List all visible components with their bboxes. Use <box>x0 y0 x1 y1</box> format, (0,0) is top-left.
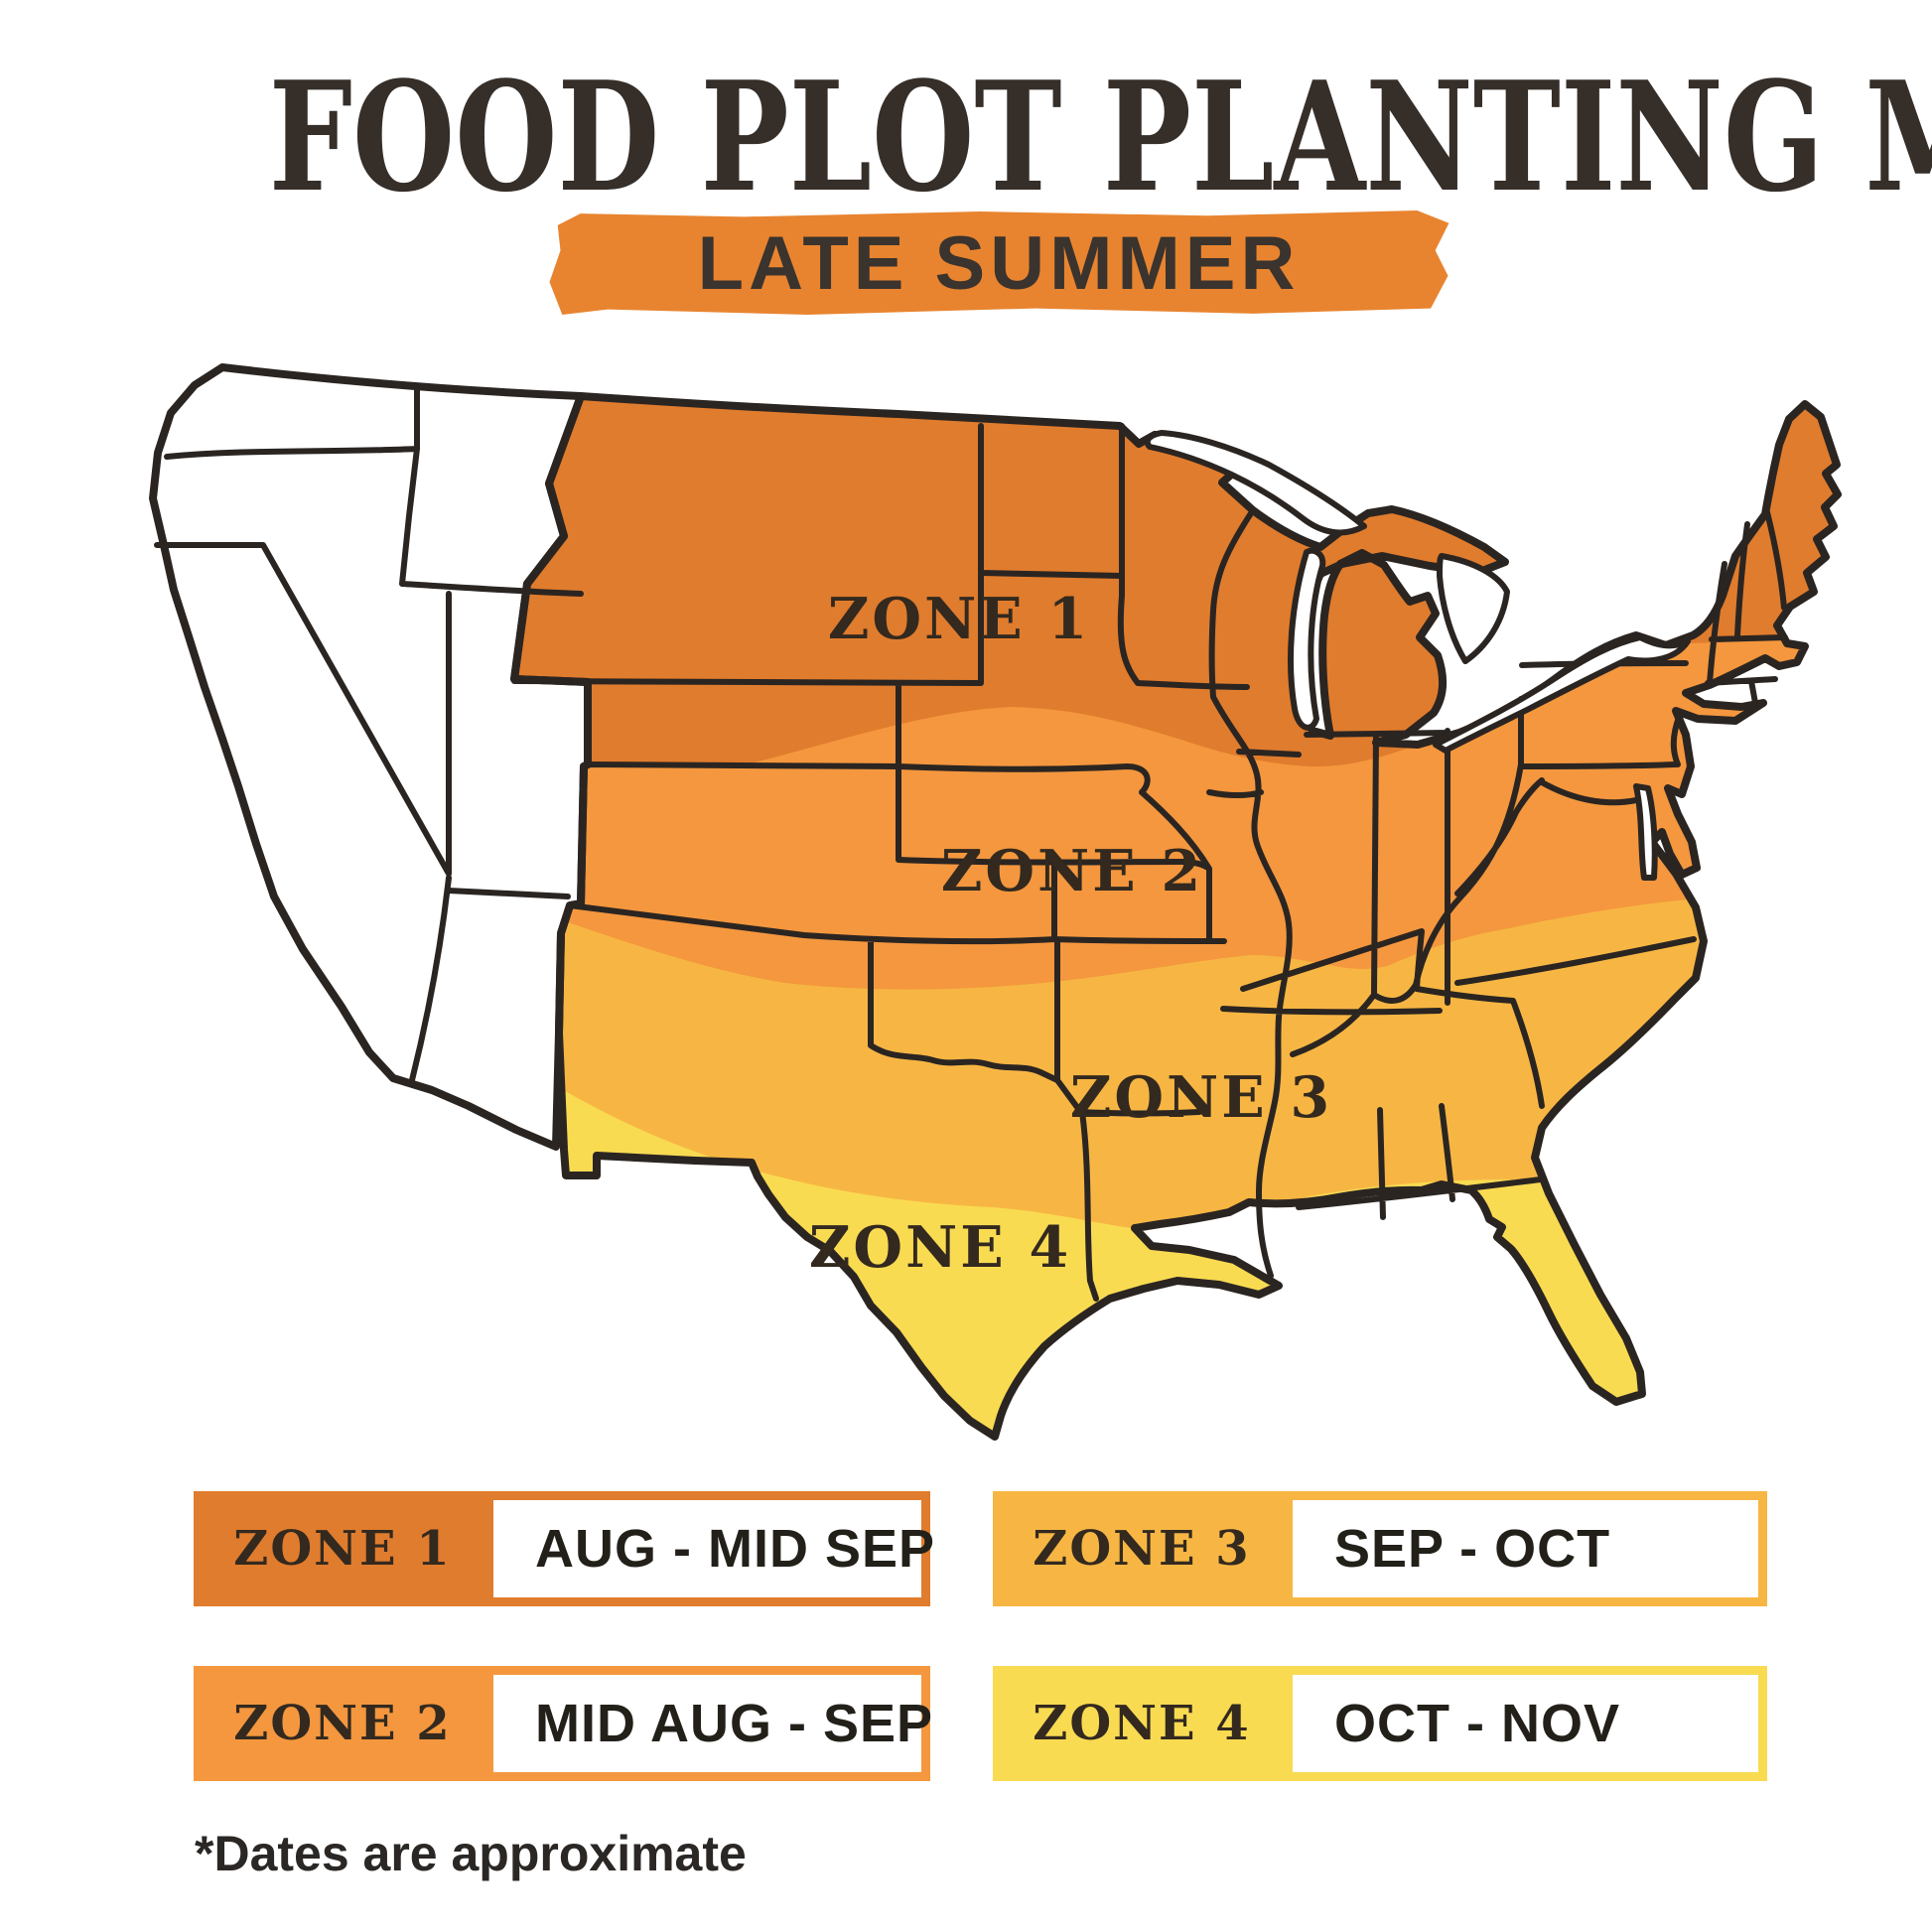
legend-zone2-dates: MID AUG - SEP <box>535 1694 934 1753</box>
legend-item-zone2: ZONE 2 MID AUG - SEP <box>194 1666 932 1781</box>
legend-zone3-tag: ZONE 3 <box>1033 1521 1251 1577</box>
legend-item-zone3: ZONE 3 SEP - OCT <box>993 1491 1767 1606</box>
lake-erie-ontario <box>1433 634 1691 754</box>
legend-zone2-datebox: MID AUG - SEP <box>493 1675 932 1772</box>
legend-item-zone1: ZONE 1 AUG - MID SEP <box>194 1491 934 1606</box>
season-banner: LATE SUMMER <box>549 210 1449 315</box>
great-lakes <box>1144 430 1691 881</box>
chesapeake-bay <box>1633 783 1658 881</box>
season-banner-label: LATE SUMMER <box>697 220 1301 306</box>
map-zone4-label: ZONE 4 <box>809 1214 1071 1281</box>
legend-zone4-datebox: OCT - NOV <box>1293 1675 1758 1772</box>
footnote: *Dates are approximate <box>195 1826 747 1881</box>
page-title-wrap: FOOD PLOT PLANTING MAP <box>0 58 1932 216</box>
legend-zone1-dates: AUG - MID SEP <box>535 1519 936 1579</box>
legend-zone4-dates: OCT - NOV <box>1334 1694 1620 1753</box>
page-title: FOOD PLOT PLANTING MAP <box>268 48 1932 225</box>
lake-huron <box>1437 553 1510 664</box>
map-zone3-label: ZONE 3 <box>1070 1064 1332 1131</box>
legend-zone4-tag: ZONE 4 <box>1033 1696 1251 1751</box>
lake-superior <box>1144 430 1367 536</box>
lake-michigan <box>1288 547 1326 731</box>
legend-zone3-datebox: SEP - OCT <box>1293 1500 1758 1597</box>
legend-zone2-tag: ZONE 2 <box>233 1696 452 1751</box>
uncolored-west-region <box>149 363 592 1151</box>
west-state-borders <box>154 384 584 1083</box>
region-outline <box>510 392 1842 1441</box>
legend-zone1-tag: ZONE 1 <box>233 1521 452 1577</box>
legend-zone3-dates: SEP - OCT <box>1334 1519 1611 1579</box>
map-zone1-label: ZONE 1 <box>828 586 1090 652</box>
map-zone2-label: ZONE 2 <box>941 838 1203 904</box>
legend-zone1-datebox: AUG - MID SEP <box>493 1500 934 1597</box>
legend-item-zone4: ZONE 4 OCT - NOV <box>993 1666 1767 1781</box>
